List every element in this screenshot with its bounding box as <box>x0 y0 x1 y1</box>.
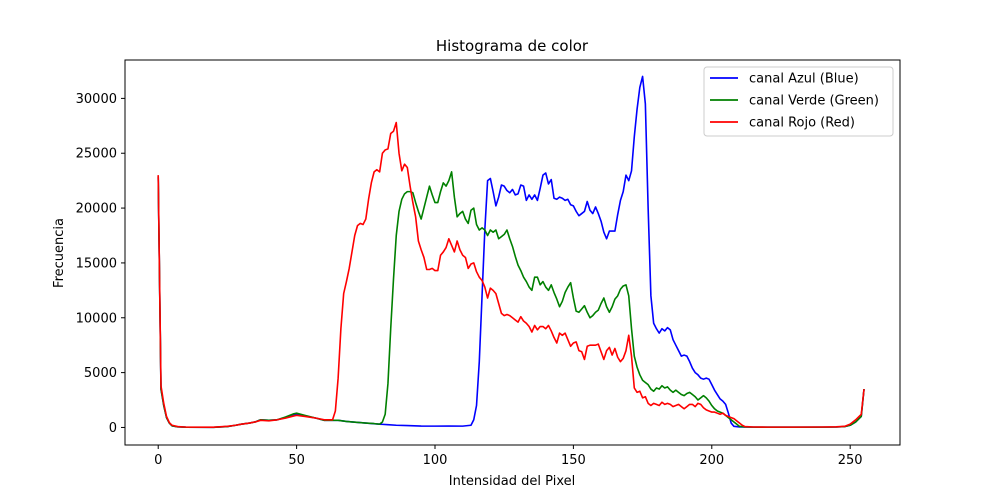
y-tick-label: 10000 <box>76 311 117 326</box>
x-tick-label: 150 <box>561 453 586 468</box>
y-tick-label: 15000 <box>76 256 117 271</box>
legend: canal Azul (Blue) canal Verde (Green) cana… <box>703 66 894 137</box>
x-axis-label: Intensidad del Pixel <box>449 474 575 489</box>
x-tick-label: 50 <box>288 453 305 468</box>
legend-box <box>703 66 894 137</box>
x-axis: 0 50 100 150 200 250 <box>154 445 863 468</box>
y-tick-label: 5000 <box>84 366 117 381</box>
y-axis: 0 5000 10000 15000 20000 25000 30000 <box>76 92 125 436</box>
x-tick-label: 200 <box>699 453 724 468</box>
series-line-2 <box>157 121 865 429</box>
plot-area <box>124 59 901 446</box>
legend-label-1: canal Verde (Green) <box>749 94 879 109</box>
series-line-1 <box>157 171 865 429</box>
legend-label-0: canal Azul (Blue) <box>749 72 859 87</box>
x-tick-label: 0 <box>154 453 162 468</box>
y-axis-label: Frecuencia <box>52 218 67 288</box>
y-tick-label: 0 <box>109 421 117 436</box>
x-tick-label: 250 <box>838 453 863 468</box>
y-tick-label: 30000 <box>76 92 117 107</box>
chart-title: Histograma de color <box>436 37 589 55</box>
x-tick-label: 100 <box>423 453 448 468</box>
y-tick-label: 20000 <box>76 202 117 217</box>
y-tick-label: 25000 <box>76 147 117 162</box>
legend-label-2: canal Rojo (Red) <box>749 116 855 131</box>
series-layer <box>157 75 865 429</box>
